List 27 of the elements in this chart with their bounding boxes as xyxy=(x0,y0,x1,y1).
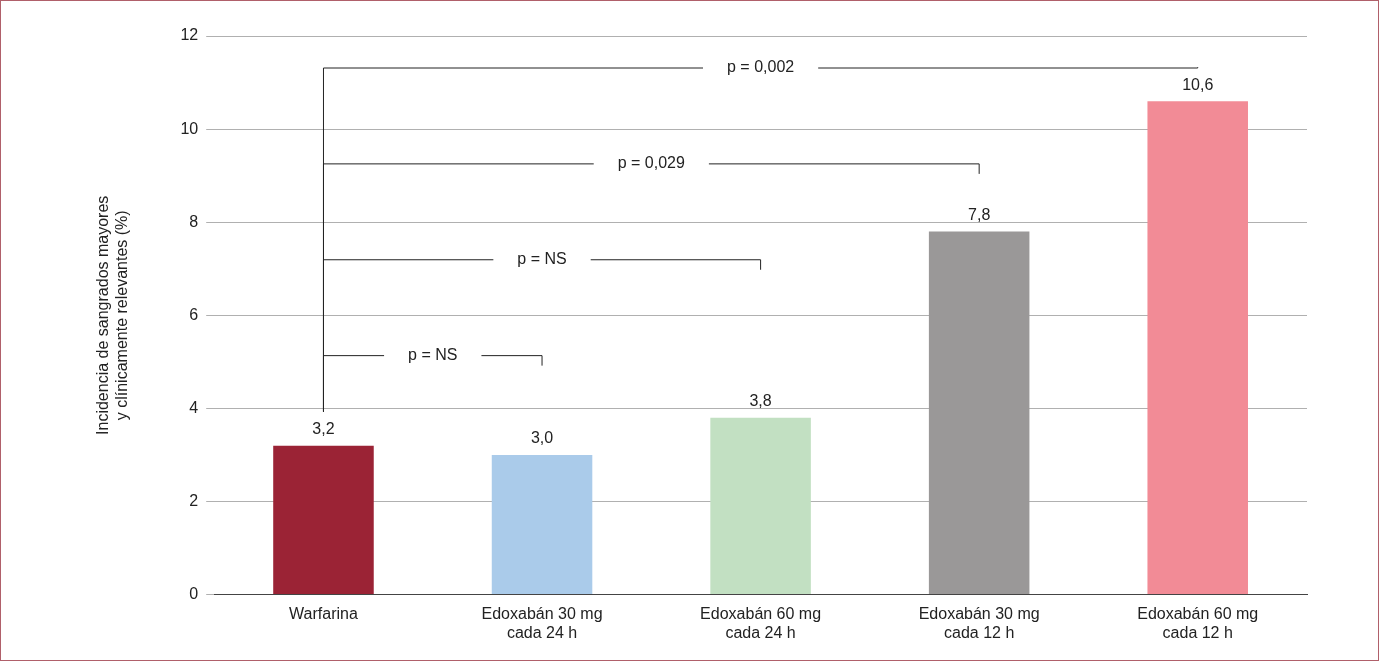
bar xyxy=(1147,101,1248,595)
annotation: p = 0,029 xyxy=(617,154,686,172)
annotation: p = NS xyxy=(517,250,567,268)
x-tick-label: Edoxabán 60 mg cada 24 h xyxy=(700,604,822,641)
bar xyxy=(928,231,1030,595)
x-tick-label: Edoxabán 60 mg cada 12 h xyxy=(1137,604,1259,641)
y-tick-label: 10 xyxy=(180,119,199,137)
y-tick-label: 0 xyxy=(189,585,199,603)
bar xyxy=(491,454,593,595)
data-label: 3,2 xyxy=(312,420,335,438)
annotation: p = NS xyxy=(408,346,458,364)
bar xyxy=(710,417,811,595)
y-tick-label: 6 xyxy=(189,305,199,323)
y-axis-title: Incidencia de sangrados mayores y clínicamente relevantes (%) xyxy=(94,195,131,435)
y-tick-label: 4 xyxy=(189,398,199,416)
data-label: 10,6 xyxy=(1182,75,1214,93)
x-tick-label: Edoxabán 30 mg cada 12 h xyxy=(918,604,1040,641)
annotation: p = 0,002 xyxy=(727,58,795,76)
data-label: 3,8 xyxy=(749,392,772,410)
x-tick-label: Edoxabán 30 mg cada 24 h xyxy=(481,604,603,641)
y-tick-label: 8 xyxy=(189,212,199,230)
y-tick-label: 2 xyxy=(189,491,199,509)
data-label: 7,8 xyxy=(968,205,991,223)
y-tick-label: 12 xyxy=(180,26,199,44)
x-tick-label: Warfarina xyxy=(289,604,358,622)
data-label: 3,0 xyxy=(530,429,554,447)
bar xyxy=(273,445,374,595)
